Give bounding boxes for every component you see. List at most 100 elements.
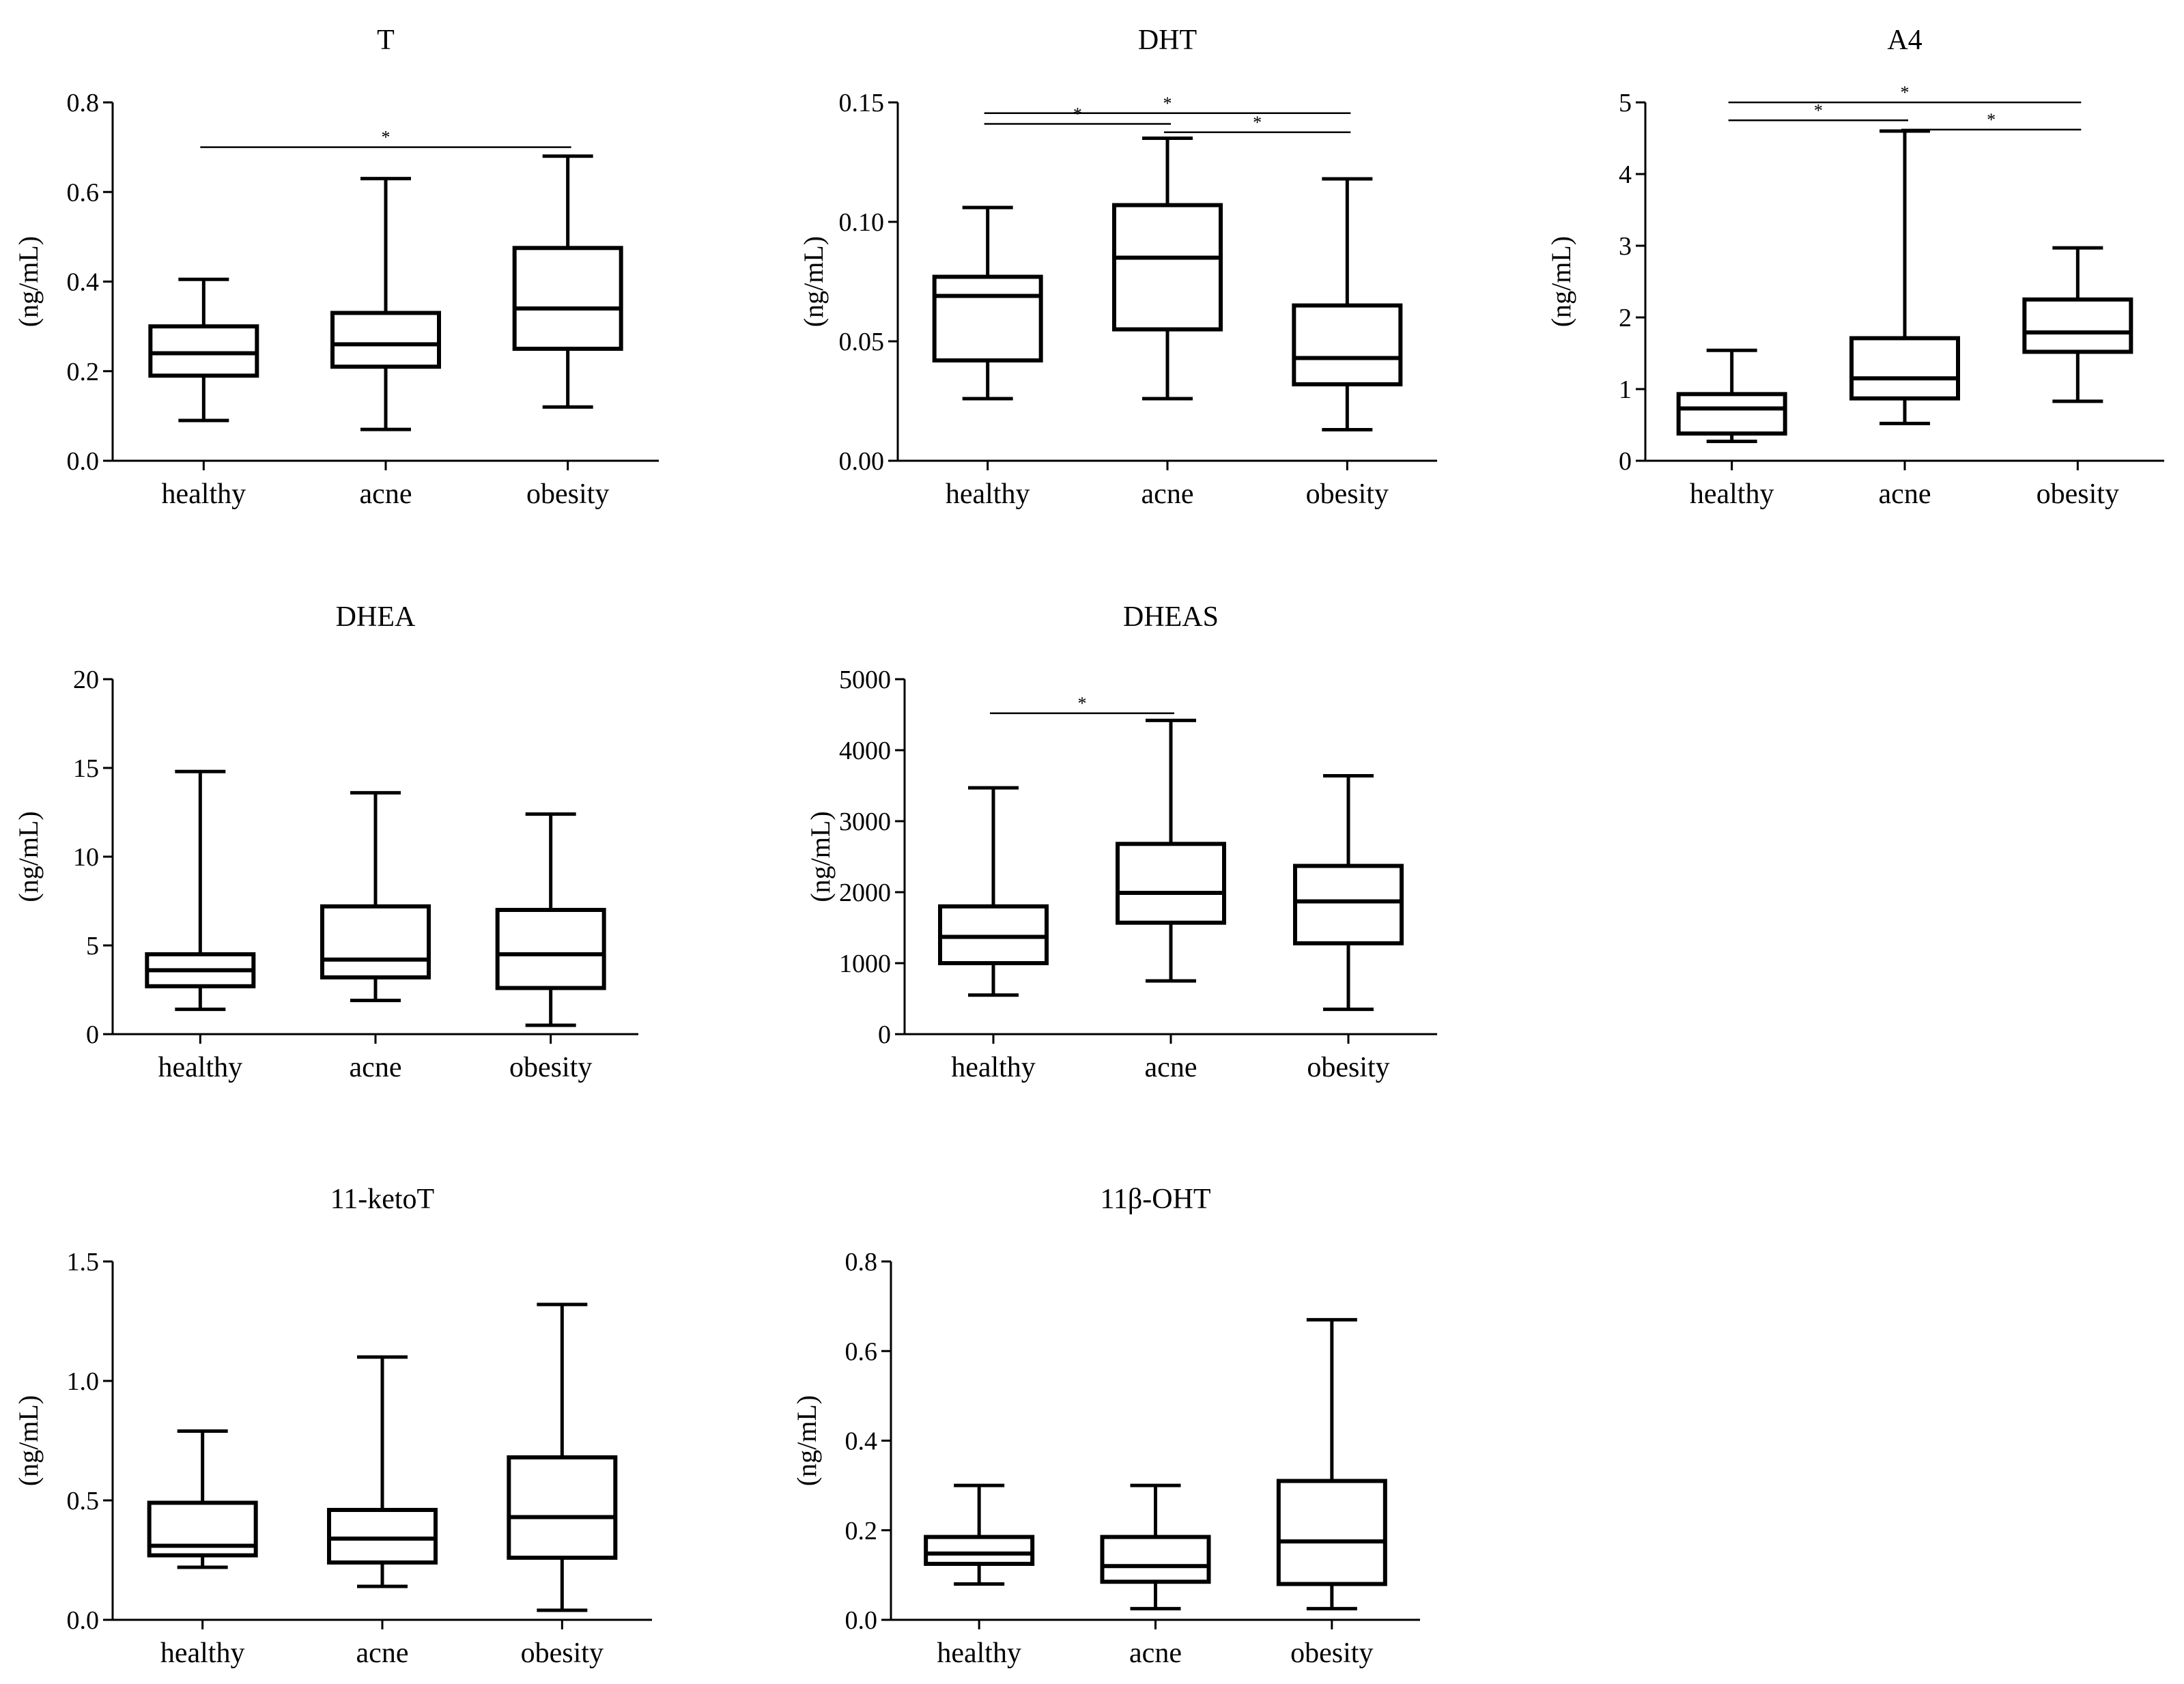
x-tick-label-healthy: healthy [160, 1638, 245, 1669]
box-acne [327, 1355, 438, 1588]
significance-star: * [1078, 694, 1087, 713]
y-tick-label: 0.8 [845, 1248, 878, 1276]
y-tick-label: 1.5 [67, 1248, 100, 1276]
box-healthy [932, 205, 1043, 401]
box-healthy [147, 1429, 258, 1569]
y-tick-label: 1000 [839, 950, 891, 978]
y-tick-label: 15 [73, 754, 99, 783]
significance-star: * [1073, 104, 1082, 124]
iqr-box [1276, 1479, 1387, 1586]
y-tick-label: 0 [878, 1021, 891, 1049]
y-tick-label: 0 [1619, 447, 1632, 476]
y-tick-label: 20 [73, 666, 99, 694]
chart-title: 11β-OHT [1100, 1184, 1210, 1215]
iqr-box [924, 1535, 1035, 1566]
y-tick-label: 0.2 [845, 1517, 878, 1545]
y-tick-label: 0.10 [839, 208, 885, 237]
chart-panel-1: T (ng/mL) 0.0 0.2 0.4 0.6 0.8 healthy acne obesit… [13, 25, 659, 510]
box-healthy [145, 769, 256, 1012]
y-tick-label: 0.15 [839, 89, 885, 117]
iqr-box [327, 1508, 438, 1565]
chart-panel-7: 11β-OHT (ng/mL) 0.0 0.2 0.4 0.6 0.8 healthy acne… [791, 1184, 1420, 1669]
box-obesity [1292, 177, 1403, 431]
x-tick-label-acne: acne [360, 479, 412, 510]
significance-star: * [1814, 100, 1823, 120]
iqr-box [1293, 864, 1404, 945]
x-tick-label-acne: acne [356, 1638, 409, 1669]
box-acne [1849, 129, 1960, 425]
chart-title: DHT [1138, 25, 1197, 56]
iqr-box [1849, 336, 1960, 401]
chart-panel-5: DHEAS (ng/mL) 0 1000 2000 3000 4000 5000 healthy… [805, 601, 1437, 1083]
y-axis-label: (ng/mL) [13, 236, 44, 327]
iqr-box [932, 274, 1043, 362]
x-tick-label-acne: acne [1129, 1638, 1182, 1669]
y-tick-label: 0.8 [67, 89, 100, 117]
x-tick-label-healthy: healthy [937, 1638, 1021, 1669]
chart-title: T [377, 25, 395, 56]
x-tick-label-obesity: obesity [1307, 1052, 1389, 1083]
box-acne [1100, 1483, 1211, 1611]
y-axis-label: (ng/mL) [13, 811, 44, 902]
chart-title: DHEAS [1123, 601, 1219, 633]
y-tick-label: 0.4 [67, 268, 100, 297]
x-tick-label-obesity: obesity [509, 1052, 592, 1083]
y-tick-label: 5000 [839, 666, 891, 694]
iqr-box [1676, 392, 1787, 436]
iqr-box [1100, 1535, 1211, 1584]
x-tick-label-acne: acne [1879, 479, 1931, 510]
significance-star: * [1253, 113, 1262, 132]
iqr-box [495, 908, 606, 990]
iqr-box [1116, 842, 1226, 925]
significance-star: * [1987, 110, 1996, 130]
box-obesity [2022, 246, 2133, 403]
box-obesity [507, 1302, 618, 1612]
x-tick-label-obesity: obesity [521, 1638, 604, 1669]
box-healthy [148, 277, 259, 423]
significance-star: * [1901, 83, 1910, 102]
x-tick-label-healthy: healthy [158, 1052, 243, 1083]
y-axis-label: (ng/mL) [13, 1395, 44, 1486]
chart-title: 11-ketoT [330, 1184, 434, 1215]
iqr-box [330, 311, 441, 369]
box-acne [320, 790, 431, 1003]
x-tick-label-acne: acne [1145, 1052, 1197, 1083]
y-tick-label: 0.0 [67, 1606, 100, 1635]
y-tick-label: 0.6 [67, 178, 100, 207]
chart-title: A4 [1887, 25, 1922, 56]
x-tick-label-obesity: obesity [1290, 1638, 1373, 1669]
x-tick-label-obesity: obesity [2037, 479, 2119, 510]
y-tick-label: 0 [86, 1021, 99, 1049]
chart-panel-6: 11-ketoT (ng/mL) 0.0 0.5 1.0 1.5 healthy acne ob… [13, 1184, 652, 1669]
box-obesity [512, 154, 623, 409]
iqr-box [938, 904, 1049, 966]
significance-star: * [382, 128, 391, 147]
box-acne [1116, 718, 1226, 983]
box-acne [330, 177, 441, 431]
y-tick-label: 3 [1619, 232, 1632, 261]
x-tick-label-healthy: healthy [1690, 479, 1774, 510]
box-acne [1112, 137, 1223, 401]
iqr-box [1112, 203, 1223, 332]
y-tick-label: 5 [86, 932, 99, 960]
box-healthy [924, 1483, 1035, 1586]
y-tick-label: 2000 [839, 879, 891, 907]
y-tick-label: 0.0 [845, 1606, 878, 1635]
y-tick-label: 2 [1619, 304, 1632, 332]
x-tick-label-healthy: healthy [951, 1052, 1036, 1083]
x-tick-label-acne: acne [350, 1052, 402, 1083]
box-obesity [1293, 773, 1404, 1012]
iqr-box [1292, 303, 1403, 386]
y-axis-label: (ng/mL) [798, 236, 829, 327]
y-tick-label: 1.0 [67, 1367, 100, 1396]
x-tick-label-healthy: healthy [946, 479, 1030, 510]
box-obesity [495, 812, 606, 1027]
y-axis-label: (ng/mL) [805, 811, 836, 902]
chart-panel-3: A4 (ng/mL) 0 1 2 3 4 5 healthy acne obesity * * * [1546, 25, 2164, 510]
chart-panel-4: DHEA (ng/mL) 0 5 10 15 20 healthy acne obesity [13, 601, 638, 1083]
x-tick-label-acne: acne [1141, 479, 1194, 510]
y-tick-label: 1 [1619, 375, 1632, 404]
box-healthy [938, 786, 1049, 997]
y-tick-label: 4 [1619, 160, 1632, 189]
x-tick-label-healthy: healthy [162, 479, 246, 510]
